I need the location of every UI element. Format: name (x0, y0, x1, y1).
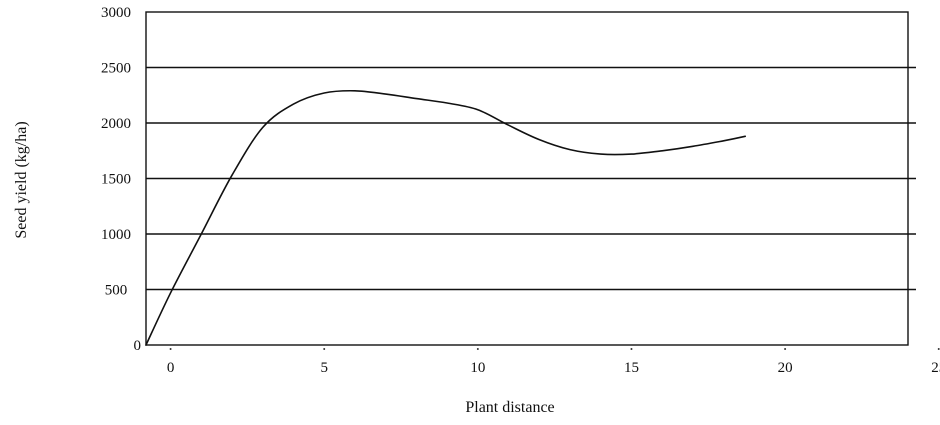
x-tick-mark-15 (630, 348, 633, 350)
x-tick-mark-25 (937, 348, 940, 350)
x-axis-title: Plant distance (465, 399, 554, 416)
x-tick-mark-10 (476, 348, 479, 350)
x-tick-label-0: 0 (167, 360, 175, 376)
x-tick-mark-20 (784, 348, 787, 350)
x-tick-label-10: 10 (470, 360, 485, 376)
x-tick-label-15: 15 (624, 360, 639, 376)
y-axis-title: Seed yield (kg/ha) (13, 121, 30, 238)
y-tick-label-3000: 3000 (101, 5, 131, 21)
x-tick-label-25: 25 (931, 360, 940, 376)
x-tick-mark-5 (323, 348, 326, 350)
y-tick-label-1000: 1000 (101, 227, 131, 243)
series-group (145, 89, 746, 346)
x-tick-labels: 0 5 10 15 20 25 (167, 348, 940, 376)
y-tick-label-0: 0 (134, 338, 142, 354)
series-line-0 (145, 89, 746, 346)
x-tick-mark-0 (169, 348, 172, 350)
x-tick-label-20: 20 (778, 360, 793, 376)
y-tick-label-500: 500 (105, 283, 128, 299)
y-tick-label-2000: 2000 (101, 116, 131, 132)
y-tick-label-2500: 2500 (101, 61, 131, 77)
y-tick-label-1500: 1500 (101, 172, 131, 188)
plot-frame (145, 11, 909, 346)
x-tick-label-5: 5 (320, 360, 328, 376)
y-tick-labels: 0 500 1000 1500 2000 2500 3000 (101, 5, 141, 354)
gridlines (146, 66, 916, 291)
